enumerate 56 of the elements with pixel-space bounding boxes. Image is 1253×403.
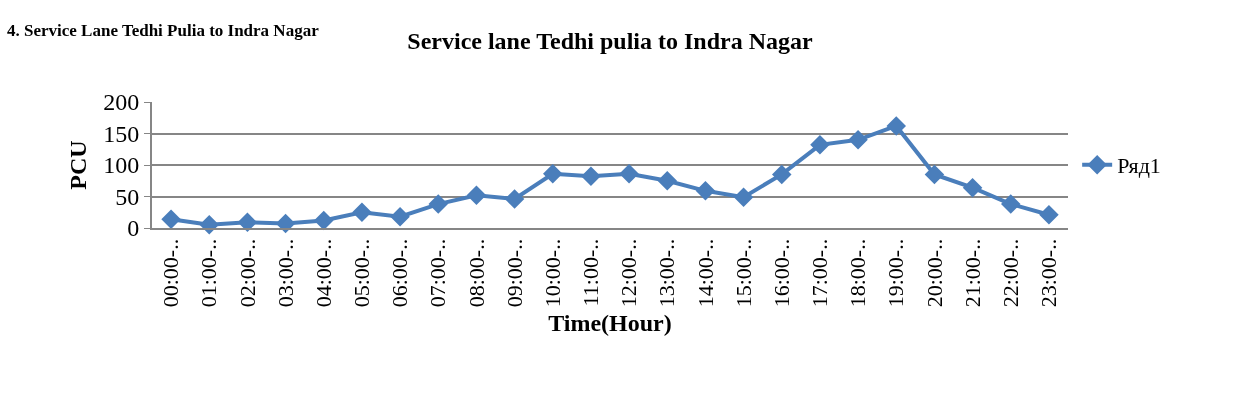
point xyxy=(1039,205,1059,225)
point xyxy=(390,206,410,227)
point xyxy=(886,116,906,136)
point xyxy=(924,164,945,185)
x-tick-label: 00:00-.. xyxy=(158,238,184,308)
x-tick-label: 12:00-.. xyxy=(616,238,642,308)
x-axis-title: Time(Hour) xyxy=(548,310,672,337)
x-tick-label: 14:00-.. xyxy=(692,238,718,308)
x-tick-label: 04:00-.. xyxy=(310,238,336,308)
point xyxy=(772,164,792,185)
point xyxy=(1001,194,1021,214)
point xyxy=(962,177,983,198)
x-tick-label: 23:00-.. xyxy=(1036,238,1062,308)
x-tick-label: 05:00-.. xyxy=(349,238,375,308)
x-tick-label: 08:00-.. xyxy=(463,238,489,308)
point xyxy=(543,164,563,184)
point xyxy=(352,202,372,222)
x-tick-label: 11:00-.. xyxy=(578,238,604,307)
text: 4. Service Lane Tedhi Pulia to Indra Nagar xyxy=(7,21,320,40)
y-tick-label: 100 xyxy=(103,152,140,179)
x-tick-label: 22:00-.. xyxy=(997,238,1023,308)
point xyxy=(466,185,487,205)
point xyxy=(657,171,677,191)
x-tick-label: 21:00-.. xyxy=(959,238,985,308)
x-tick-label: 18:00-.. xyxy=(845,238,871,308)
x-tick-label: 13:00-.. xyxy=(654,238,680,308)
x-tick-label: 17:00-.. xyxy=(807,238,833,308)
x-tick-label: 01:00-.. xyxy=(196,238,222,308)
y-axis-title: PCU xyxy=(64,140,91,190)
x-tick-label: 02:00-.. xyxy=(234,238,260,308)
x-tick-label: 19:00-.. xyxy=(883,238,909,308)
point xyxy=(695,181,716,201)
x-tick-label: 20:00-.. xyxy=(921,238,947,308)
point xyxy=(733,187,754,207)
y-tick-label: 50 xyxy=(115,183,140,210)
x-tick-label: 06:00-.. xyxy=(387,238,413,308)
y-tick-label: 0 xyxy=(127,215,140,242)
point xyxy=(848,130,868,150)
y-tick-label: 150 xyxy=(103,120,140,147)
x-tick-label: 10:00-.. xyxy=(539,238,565,308)
x-tick-label: 16:00-.. xyxy=(768,238,794,308)
x-tick-label: 15:00-.. xyxy=(730,238,756,308)
point xyxy=(161,209,181,229)
point xyxy=(810,135,830,155)
x-tick-label: 09:00-.. xyxy=(501,238,527,308)
y-tick-label: 200 xyxy=(103,89,140,116)
point xyxy=(237,212,258,233)
point xyxy=(428,194,448,214)
chart-title: Service lane Tedhi pulia to Indra Nagar xyxy=(407,27,814,54)
x-tick-label: 03:00-.. xyxy=(272,238,298,308)
point xyxy=(619,164,639,184)
point xyxy=(314,210,334,231)
point xyxy=(504,189,525,209)
point xyxy=(581,166,601,187)
x-tick-label: 07:00-.. xyxy=(425,238,451,308)
legend-label: Ряд1 xyxy=(1117,153,1161,179)
